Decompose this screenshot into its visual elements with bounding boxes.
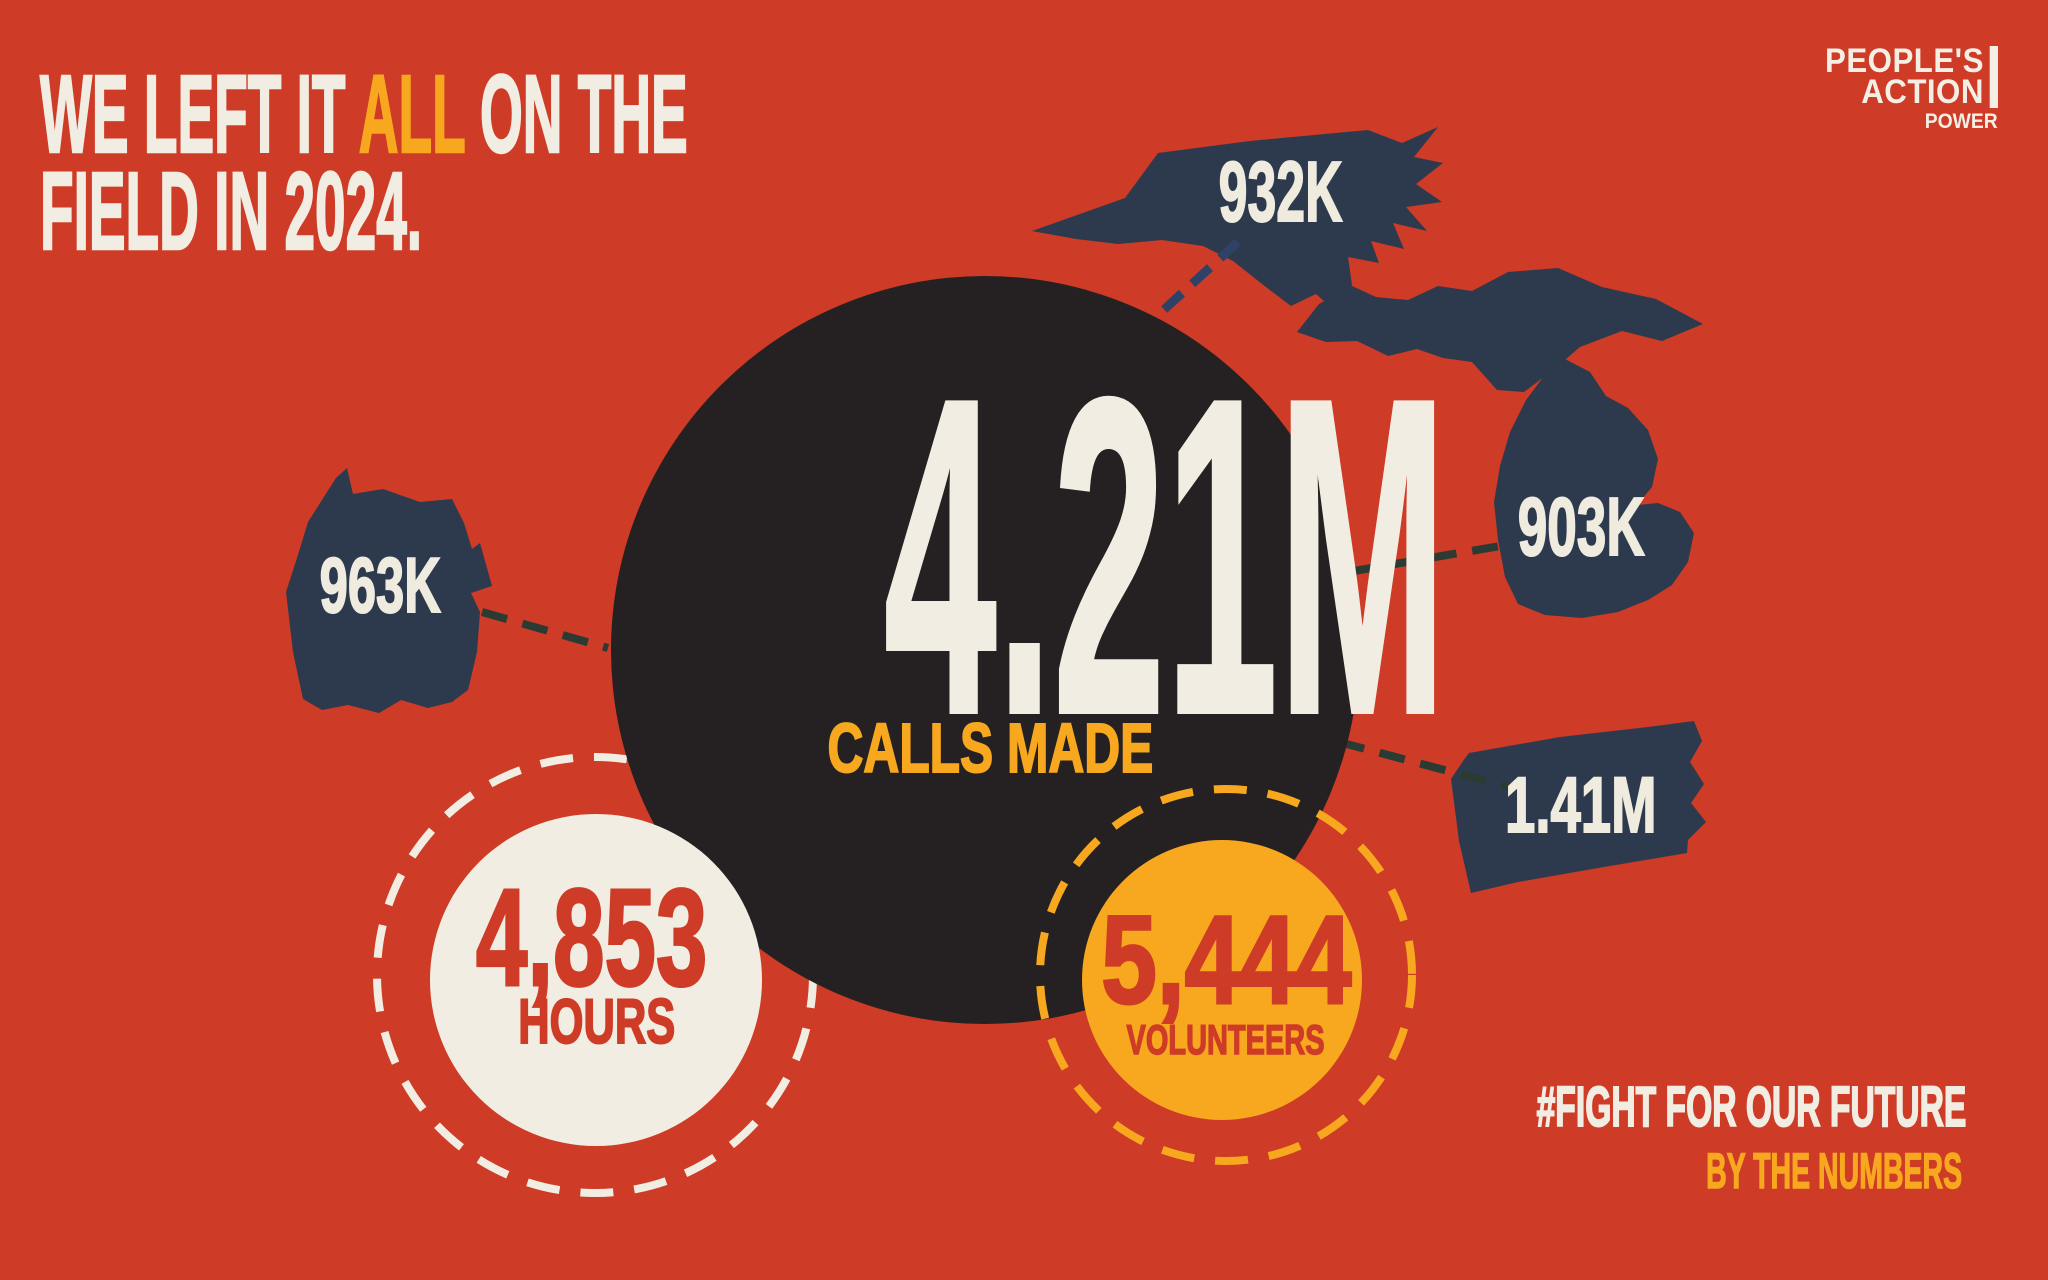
volunteers-dashed-ring xyxy=(1036,785,1416,1165)
north-carolina-value-label: 932K xyxy=(1218,145,1343,240)
peoples-action-logo: PEOPLE'S ACTION POWER xyxy=(1825,42,1998,133)
pennsylvania-connector-line xyxy=(1337,738,1514,792)
hours-label: HOURS xyxy=(518,987,676,1057)
logo-line-action: ACTION xyxy=(1861,73,1985,111)
headline-text: WE LEFT IT xyxy=(39,53,359,176)
hours-value: 4,853 xyxy=(475,861,708,1015)
wisconsin-connector-line xyxy=(480,608,610,652)
north-carolina-shape xyxy=(1032,127,1443,311)
headline-text-tail: ON THE xyxy=(464,53,688,176)
volunteers-circle xyxy=(1082,840,1362,1120)
pennsylvania-shape xyxy=(1451,721,1706,893)
wisconsin-value-label: 963K xyxy=(319,541,442,629)
calls-made-label: CALLS MADE xyxy=(826,709,1153,787)
logo-words: PEOPLE'S ACTION xyxy=(1825,42,1985,111)
footer-hashtag: #FIGHT FOR OUR FUTURE xyxy=(1536,1075,1967,1139)
logo-vertical-bar xyxy=(1989,46,1998,108)
wisconsin-shape xyxy=(286,468,492,713)
volunteers-label: VOLUNTEERS xyxy=(1126,1016,1326,1063)
hours-circle xyxy=(430,814,762,1146)
headline: WE LEFT IT ALL ON THE FIELD IN 2024. xyxy=(39,58,1335,273)
calls-made-circle xyxy=(611,276,1359,1024)
volunteers-value: 5,444 xyxy=(1100,891,1353,1030)
michigan-upper-peninsula-shape xyxy=(1297,268,1703,392)
logo-line-power: POWER xyxy=(1925,110,1998,133)
calls-made-value: 4.21M xyxy=(883,306,1448,808)
michigan-connector-line xyxy=(1347,540,1513,576)
headline-line-1: WE LEFT IT ALL ON THE xyxy=(39,58,1335,171)
michigan-value-label: 903K xyxy=(1517,480,1645,573)
logo-row: PEOPLE'S ACTION xyxy=(1825,42,1998,111)
headline-line-2: FIELD IN 2024. xyxy=(39,150,423,273)
footer-subtitle: BY THE NUMBERS xyxy=(1705,1143,1963,1199)
logo-line-peoples: PEOPLE'S xyxy=(1825,42,1985,80)
north-carolina-connector-line xyxy=(1142,238,1242,330)
michigan-lower-peninsula-shape xyxy=(1494,358,1694,618)
headline-accent: ALL xyxy=(358,53,465,176)
pennsylvania-value-label: 1.41M xyxy=(1505,760,1658,849)
